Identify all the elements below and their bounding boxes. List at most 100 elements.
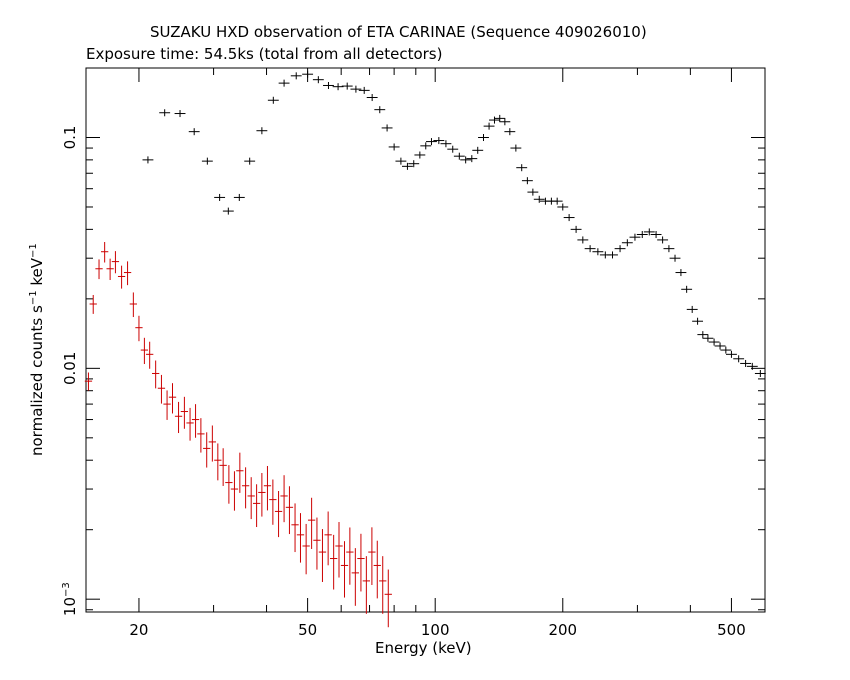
data-point xyxy=(84,372,93,391)
data-point xyxy=(570,225,582,233)
data-point xyxy=(563,214,575,222)
data-point xyxy=(129,292,137,318)
data-point xyxy=(323,81,334,90)
data-point xyxy=(95,259,103,280)
data-point xyxy=(433,137,445,145)
data-point xyxy=(123,261,132,286)
data-point xyxy=(725,350,737,358)
data-point xyxy=(236,452,244,493)
data-point xyxy=(472,146,484,154)
data-point xyxy=(650,231,662,239)
data-point xyxy=(142,156,154,164)
data-point xyxy=(106,258,114,280)
data-point xyxy=(174,401,183,434)
data-point xyxy=(516,164,528,172)
data-point xyxy=(180,396,189,429)
data-point xyxy=(527,188,539,196)
data-point xyxy=(681,285,693,293)
data-point xyxy=(111,251,120,274)
data-point xyxy=(551,197,563,205)
data-point xyxy=(291,503,299,553)
data-point xyxy=(330,534,338,590)
data-point xyxy=(453,152,465,160)
data-point xyxy=(754,369,766,378)
data-point xyxy=(414,151,426,159)
data-point xyxy=(244,157,256,165)
data-point xyxy=(621,239,633,247)
data-point xyxy=(208,425,216,462)
data-point xyxy=(197,418,205,453)
data-point xyxy=(584,245,596,253)
data-point xyxy=(466,155,478,163)
data-point xyxy=(692,317,704,325)
data-point xyxy=(395,157,407,165)
data-point xyxy=(335,522,343,578)
data-point xyxy=(478,134,489,142)
data-series xyxy=(84,70,766,628)
data-point xyxy=(504,128,516,136)
x-tick-label: 500 xyxy=(717,621,746,639)
data-point xyxy=(263,465,272,511)
data-point xyxy=(686,305,698,313)
data-point xyxy=(269,479,277,525)
data-point xyxy=(440,140,452,148)
data-point xyxy=(222,207,234,215)
data-point xyxy=(614,245,626,253)
y-axis-label-exp2: −1 xyxy=(28,243,39,258)
data-point xyxy=(350,85,362,93)
x-tick-label: 100 xyxy=(421,621,450,639)
data-point xyxy=(214,193,226,201)
data-point xyxy=(346,527,354,585)
x-axis-label: Energy (keV) xyxy=(375,639,472,657)
data-point xyxy=(214,443,222,481)
data-point xyxy=(307,497,316,549)
data-point xyxy=(607,251,618,259)
data-point xyxy=(636,231,648,239)
data-point xyxy=(368,527,376,585)
y-tick-label: 0.1 xyxy=(61,126,79,150)
data-point xyxy=(188,128,200,136)
data-point xyxy=(163,390,171,420)
data-point xyxy=(362,556,371,614)
data-point xyxy=(312,76,324,84)
data-point xyxy=(256,127,268,135)
data-point xyxy=(233,193,245,201)
plot-frame xyxy=(85,67,766,613)
data-point xyxy=(379,556,387,614)
data-point xyxy=(219,448,227,486)
data-point xyxy=(280,475,288,523)
data-point xyxy=(740,359,752,367)
data-point xyxy=(340,541,349,598)
data-point xyxy=(230,471,239,511)
data-point xyxy=(201,157,213,165)
data-point xyxy=(101,241,109,263)
data-point xyxy=(577,236,589,244)
data-point xyxy=(247,477,255,520)
data-point xyxy=(89,294,97,314)
data-point xyxy=(357,533,365,592)
data-point xyxy=(494,114,506,122)
data-point xyxy=(140,337,149,365)
x-tick-label: 20 xyxy=(129,621,148,639)
data-point xyxy=(420,142,432,150)
data-point xyxy=(146,341,154,369)
data-point xyxy=(278,79,290,87)
data-point xyxy=(489,116,500,124)
data-point xyxy=(117,265,126,289)
data-point xyxy=(252,484,261,528)
data-point xyxy=(302,70,314,78)
data-point xyxy=(313,517,321,570)
data-point xyxy=(318,529,327,582)
data-point xyxy=(324,511,332,566)
data-point xyxy=(366,94,378,102)
data-point xyxy=(708,338,720,346)
y-axis-label-prefix: normalized counts s xyxy=(28,305,46,456)
data-point xyxy=(663,245,675,253)
data-point xyxy=(351,548,359,606)
data-point xyxy=(533,195,545,203)
y-tick-label: 0.01 xyxy=(61,352,79,385)
data-point xyxy=(225,465,233,504)
data-point xyxy=(203,432,211,468)
data-point xyxy=(629,233,641,241)
